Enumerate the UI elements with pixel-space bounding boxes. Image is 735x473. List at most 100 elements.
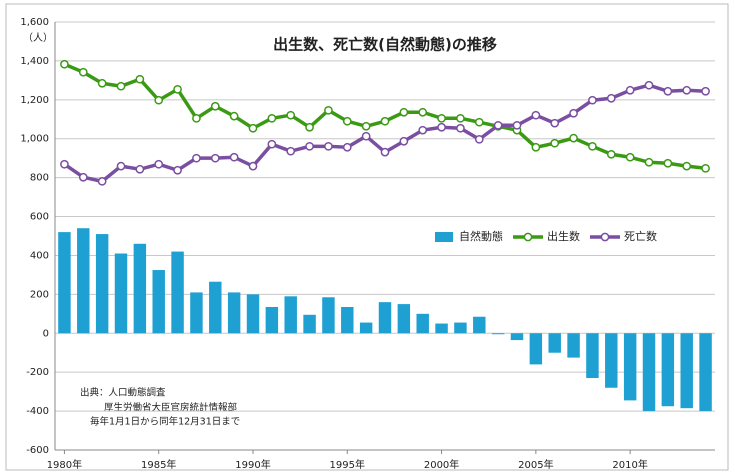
- marker: [210, 101, 220, 111]
- marker: [173, 84, 182, 94]
- marker: [267, 139, 277, 149]
- bar: [699, 333, 712, 412]
- marker: [78, 172, 88, 182]
- marker: [97, 78, 107, 88]
- y-unit: （人）: [23, 32, 53, 44]
- bar: [171, 251, 184, 334]
- bar: [77, 228, 90, 334]
- bar: [114, 253, 128, 334]
- y-tick-label: 600: [30, 212, 49, 223]
- x-tick-label: 1980年: [47, 458, 82, 471]
- bar: [680, 333, 693, 409]
- y-tick-label: -400: [26, 406, 49, 417]
- bar: [435, 323, 448, 334]
- bar: [642, 333, 656, 412]
- marker: [342, 116, 352, 126]
- y-tick-label: 1,200: [20, 95, 49, 106]
- bar: [416, 313, 429, 334]
- marker: [399, 107, 409, 117]
- legend-marker: [523, 232, 533, 242]
- marker: [663, 86, 673, 96]
- marker: [474, 117, 484, 127]
- marker: [625, 85, 635, 95]
- marker: [531, 110, 541, 120]
- bar: [227, 292, 241, 334]
- bar: [341, 307, 354, 334]
- bar: [529, 333, 543, 365]
- legend-label: 自然動態: [459, 229, 503, 243]
- marker: [474, 134, 484, 144]
- marker: [380, 116, 390, 126]
- y-tick-label: -600: [26, 445, 49, 456]
- marker: [418, 107, 428, 117]
- marker: [644, 80, 654, 90]
- marker: [305, 122, 314, 132]
- legend-swatch: [435, 232, 453, 242]
- marker: [135, 74, 145, 84]
- legend-marker: [600, 232, 610, 242]
- marker: [531, 142, 541, 152]
- marker: [456, 123, 465, 133]
- x-tick-label: 2005年: [518, 458, 553, 471]
- marker: [606, 149, 616, 159]
- marker: [701, 163, 710, 173]
- marker: [154, 159, 164, 169]
- bar: [397, 304, 411, 334]
- bar: [359, 322, 373, 334]
- marker: [663, 158, 673, 168]
- marker: [380, 147, 390, 157]
- y-tick-label: 400: [30, 250, 49, 261]
- marker: [286, 146, 296, 156]
- bar: [322, 297, 335, 334]
- source-note: 出典：人口動態調査: [80, 387, 166, 399]
- marker: [248, 123, 258, 133]
- marker: [361, 121, 371, 131]
- marker: [173, 165, 182, 175]
- bar: [473, 316, 486, 334]
- bar: [510, 333, 524, 341]
- x-tick-label: 1990年: [235, 458, 270, 471]
- marker: [625, 152, 635, 162]
- marker: [60, 59, 69, 69]
- source-note: 厚生労働省大臣官房統計情報部: [104, 402, 237, 414]
- bar: [454, 322, 467, 334]
- marker: [701, 86, 710, 96]
- marker: [305, 141, 314, 151]
- marker: [229, 111, 239, 121]
- marker: [550, 138, 560, 148]
- marker: [248, 161, 258, 171]
- marker: [210, 153, 220, 163]
- marker: [569, 133, 578, 143]
- marker: [682, 161, 692, 171]
- y-tick-label: 200: [30, 289, 49, 300]
- bar: [548, 333, 561, 353]
- bar: [209, 281, 222, 334]
- marker: [135, 164, 145, 174]
- marker: [644, 157, 654, 167]
- bar: [246, 294, 260, 334]
- marker: [267, 113, 277, 123]
- marker: [154, 95, 164, 105]
- bar: [133, 243, 147, 334]
- bar: [284, 296, 297, 334]
- bar: [661, 333, 675, 407]
- marker: [97, 176, 107, 186]
- marker: [324, 141, 333, 151]
- source-note: 毎年1月1日から同年12月31日まで: [90, 416, 240, 428]
- marker: [437, 122, 446, 132]
- chart-title: 出生数、死亡数(自然動態)の推移: [273, 36, 497, 54]
- bar: [491, 333, 505, 335]
- y-tick-label: 800: [30, 173, 49, 184]
- chart-frame: [5, 3, 729, 471]
- bar: [190, 292, 203, 334]
- x-tick-label: 2010年: [612, 458, 647, 471]
- x-tick-label: 1985年: [141, 458, 176, 471]
- marker: [512, 120, 522, 130]
- marker: [588, 95, 597, 105]
- x-tick-label: 2000年: [424, 458, 459, 471]
- marker: [116, 161, 126, 171]
- bar: [303, 314, 316, 334]
- marker: [588, 141, 597, 151]
- marker: [192, 153, 201, 163]
- marker: [493, 120, 503, 130]
